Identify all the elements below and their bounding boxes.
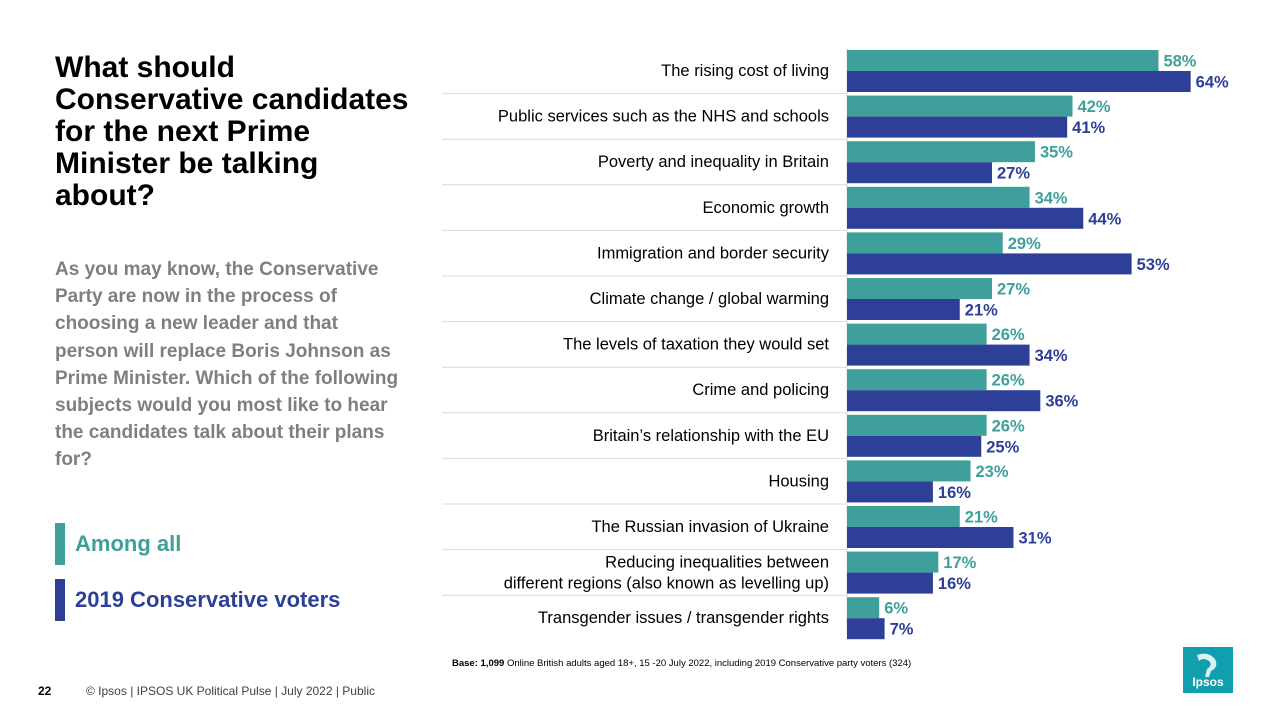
category-label: Reducing inequalities between different r… bbox=[504, 554, 829, 593]
data-label-conservative-voters: 34% bbox=[1035, 347, 1068, 365]
bar-conservative-voters bbox=[847, 435, 982, 457]
data-label-among-all: 26% bbox=[992, 326, 1025, 344]
data-label-among-all: 23% bbox=[976, 463, 1009, 481]
bar-among-all bbox=[847, 232, 1003, 254]
bar-among-all bbox=[847, 50, 1159, 71]
data-label-among-all: 29% bbox=[1008, 235, 1041, 253]
data-label-conservative-voters: 41% bbox=[1072, 119, 1105, 137]
category-label: Poverty and inequality in Britain bbox=[598, 153, 829, 171]
category-label: Immigration and border security bbox=[597, 244, 830, 262]
legend-among-all: Among all bbox=[55, 523, 181, 565]
bar-conservative-voters bbox=[847, 71, 1191, 92]
data-label-conservative-voters: 16% bbox=[938, 575, 971, 593]
data-label-conservative-voters: 25% bbox=[986, 438, 1019, 456]
data-label-conservative-voters: 53% bbox=[1137, 256, 1170, 274]
base-note: Base: 1,099 Online British adults aged 1… bbox=[452, 658, 911, 669]
bar-conservative-voters bbox=[847, 253, 1132, 275]
bar-conservative-voters bbox=[847, 207, 1084, 229]
bar-among-all bbox=[847, 141, 1035, 163]
bar-among-all bbox=[847, 506, 960, 527]
category-label: Britain’s relationship with the EU bbox=[593, 427, 829, 445]
base-n: 1,099 bbox=[480, 658, 505, 669]
category-label: Climate change / global warming bbox=[590, 290, 829, 308]
category-label: The Russian invasion of Ukraine bbox=[591, 518, 829, 536]
data-label-conservative-voters: 36% bbox=[1045, 393, 1078, 411]
data-label-among-all: 21% bbox=[965, 509, 998, 527]
data-label-conservative-voters: 44% bbox=[1088, 210, 1121, 228]
bar-conservative-voters bbox=[847, 481, 933, 503]
bar-conservative-voters bbox=[847, 116, 1068, 138]
data-label-conservative-voters: 21% bbox=[965, 302, 998, 320]
category-label: Crime and policing bbox=[692, 381, 829, 399]
bar-among-all bbox=[847, 278, 992, 299]
bar-conservative-voters bbox=[847, 527, 1014, 548]
category-label: Housing bbox=[768, 472, 829, 490]
data-label-conservative-voters: 7% bbox=[890, 621, 914, 639]
bar-among-all bbox=[847, 95, 1073, 117]
data-label-conservative-voters: 31% bbox=[1018, 530, 1051, 548]
data-label-among-all: 58% bbox=[1163, 53, 1196, 71]
bar-conservative-voters bbox=[847, 344, 1030, 366]
data-label-conservative-voters: 64% bbox=[1196, 74, 1229, 92]
data-label-conservative-voters: 16% bbox=[938, 484, 971, 502]
data-label-among-all: 35% bbox=[1040, 144, 1073, 162]
data-label-conservative-voters: 27% bbox=[997, 165, 1030, 183]
data-label-among-all: 17% bbox=[943, 554, 976, 572]
bar-conservative-voters bbox=[847, 572, 933, 594]
bar-conservative-voters bbox=[847, 618, 885, 640]
legend-conservative-voters: 2019 Conservative voters bbox=[55, 579, 340, 621]
category-label: Transgender issues / transgender rights bbox=[538, 609, 829, 627]
base-label: Base: bbox=[452, 658, 478, 669]
bar-conservative-voters bbox=[847, 390, 1041, 412]
data-label-among-all: 26% bbox=[992, 417, 1025, 435]
category-label: Public services such as the NHS and scho… bbox=[498, 108, 829, 126]
legend-swatch-among-all bbox=[55, 523, 65, 565]
data-label-among-all: 26% bbox=[992, 372, 1025, 390]
page-title: What should Conservative candidates for … bbox=[55, 51, 409, 212]
legend-label-among-all: Among all bbox=[75, 531, 182, 556]
base-text: Online British adults aged 18+, 15 -20 J… bbox=[506, 658, 912, 669]
data-label-among-all: 6% bbox=[884, 600, 908, 618]
ipsos-logo: Ipsos bbox=[1183, 647, 1233, 693]
legend-label-conservative-voters: 2019 Conservative voters bbox=[75, 587, 341, 612]
logo-mark-icon bbox=[1197, 653, 1217, 677]
logo-text: Ipsos bbox=[1192, 675, 1224, 689]
page-number: 22 bbox=[38, 684, 52, 698]
bar-among-all bbox=[847, 414, 987, 436]
bar-among-all bbox=[847, 551, 939, 573]
survey-question: As you may know, the Conservative Party … bbox=[55, 259, 399, 471]
bar-conservative-voters bbox=[847, 162, 992, 184]
data-label-among-all: 34% bbox=[1035, 189, 1068, 207]
bar-among-all bbox=[847, 186, 1030, 208]
bar-among-all bbox=[847, 369, 987, 391]
data-label-among-all: 42% bbox=[1078, 98, 1111, 116]
legend-swatch-conservative-voters bbox=[55, 579, 65, 621]
category-label: The rising cost of living bbox=[661, 62, 829, 80]
category-label: Economic growth bbox=[702, 199, 829, 217]
category-label: The levels of taxation they would set bbox=[563, 336, 829, 354]
bar-among-all bbox=[847, 460, 971, 482]
bar-among-all bbox=[847, 323, 987, 345]
data-label-among-all: 27% bbox=[997, 281, 1030, 299]
bar-conservative-voters bbox=[847, 299, 960, 320]
footer-text: © Ipsos | IPSOS UK Political Pulse | Jul… bbox=[86, 684, 375, 698]
bar-among-all bbox=[847, 597, 880, 619]
